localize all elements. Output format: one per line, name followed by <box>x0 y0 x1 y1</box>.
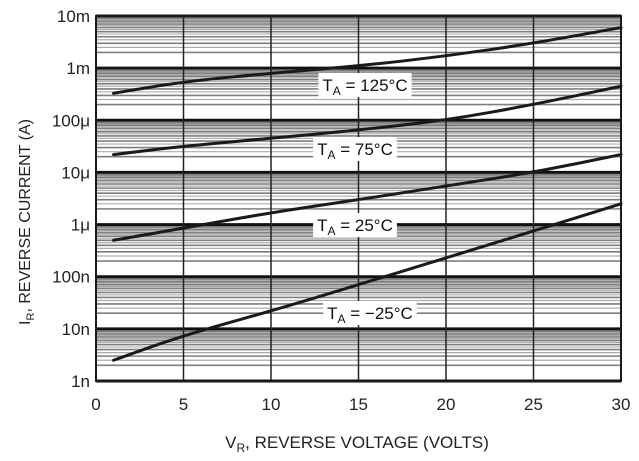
y-tick-label: 10n <box>62 320 90 339</box>
x-tick-label: 10 <box>262 395 281 414</box>
x-tick-label: 25 <box>524 395 543 414</box>
series-label-body: = 125°C <box>341 76 408 95</box>
series-labels-layer: TA = 125°CTA = 75°CTA = 25°CTA = −25°C <box>313 73 417 326</box>
y-axis-title-prefix: I <box>17 321 34 325</box>
y-axis-title: IR, REVERSE CURRENT (A) <box>17 119 37 325</box>
series-label: TA = 75°C <box>313 137 397 162</box>
series-label: TA = 25°C <box>313 213 397 238</box>
series-line <box>112 202 623 362</box>
series-label-subscript: A <box>338 312 346 326</box>
y-tick-label: 1n <box>71 372 90 391</box>
y-tick-label: 10m <box>57 7 90 26</box>
x-tick-label: 30 <box>612 395 631 414</box>
y-tick-label: 100n <box>52 268 90 287</box>
x-tick-label: 5 <box>179 395 188 414</box>
series-label-subscript: A <box>333 84 341 98</box>
series-label-box <box>323 301 417 325</box>
series-label-prefix: T <box>317 140 327 159</box>
series-label-text: TA = 125°C <box>322 76 407 98</box>
series-label: TA = 125°C <box>318 73 412 98</box>
x-tick-label: 0 <box>91 395 100 414</box>
series-label-prefix: T <box>327 304 337 323</box>
plot-frame <box>95 15 622 382</box>
x-tick-labels: 0 5 10 15 20 25 30 <box>91 395 630 414</box>
x-tick-label: 15 <box>349 395 368 414</box>
y-tick-label: 100μ <box>52 111 90 130</box>
y-axis-title-text: , REVERSE CURRENT (A) <box>17 119 34 313</box>
x-axis-title-text: , REVERSE VOLTAGE (VOLTS) <box>245 433 489 452</box>
y-tick-label: 1μ <box>71 216 90 235</box>
series-layer <box>112 26 623 362</box>
series-label-box <box>318 73 412 97</box>
series-label-box <box>313 213 397 237</box>
series-label-subscript: A <box>328 148 336 162</box>
x-axis-title-prefix: V <box>225 433 237 452</box>
series-line <box>112 84 623 157</box>
y-tick-labels: 1n 10n 100n 1μ 10μ 100μ 1m 10m <box>52 7 90 391</box>
series-label-body: = −25°C <box>346 304 413 323</box>
y-tick-label: 1m <box>66 59 90 78</box>
x-axis-title: VR, REVERSE VOLTAGE (VOLTS) <box>225 433 489 455</box>
series-label-text: TA = 25°C <box>317 216 393 238</box>
series-label-prefix: T <box>322 76 332 95</box>
series-line <box>112 26 623 95</box>
x-tick-label: 20 <box>437 395 456 414</box>
series-label-subscript: A <box>328 224 336 238</box>
series-line <box>112 153 623 242</box>
series-label: TA = −25°C <box>323 301 417 326</box>
series-label-text: TA = −25°C <box>327 304 413 326</box>
series-label-prefix: T <box>317 216 327 235</box>
series-label-body: = 75°C <box>336 140 393 159</box>
y-tick-label: 10μ <box>61 163 90 182</box>
series-label-box <box>313 137 397 161</box>
x-axis-title-subscript: R <box>236 441 245 455</box>
y-axis-title-subscript: R <box>25 313 37 321</box>
series-label-body: = 25°C <box>336 216 393 235</box>
series-label-text: TA = 75°C <box>317 140 393 162</box>
